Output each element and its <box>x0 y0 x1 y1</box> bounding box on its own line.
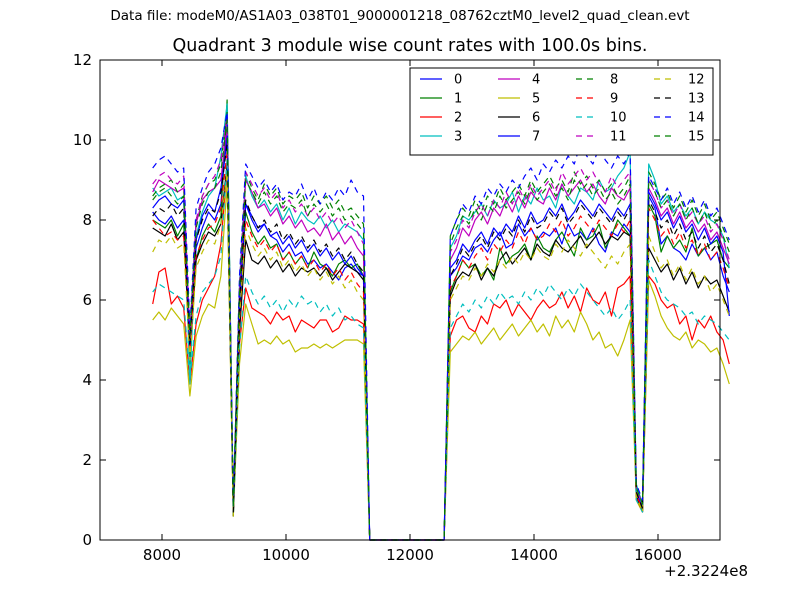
legend-label-13: 13 <box>688 92 705 107</box>
x-axis-offset-label: +2.3224e8 <box>664 562 748 580</box>
y-tick-label: 2 <box>82 451 92 469</box>
y-tick-label: 8 <box>82 211 92 229</box>
x-tick-label: 14000 <box>510 546 558 564</box>
y-tick-label: 6 <box>82 291 92 309</box>
series-line-12 <box>152 171 730 541</box>
y-tick-label: 10 <box>73 131 92 149</box>
legend-label-1: 1 <box>454 92 462 107</box>
y-tick-label: 4 <box>82 371 92 389</box>
legend-label-5: 5 <box>532 92 540 107</box>
x-tick-label: 12000 <box>386 546 434 564</box>
chart-title: Quadrant 3 module wise count rates with … <box>172 36 648 56</box>
legend-label-8: 8 <box>610 73 618 88</box>
data-file-suptitle: Data file: modeM0/AS1A03_038T01_90000012… <box>110 8 690 24</box>
legend-label-15: 15 <box>688 130 705 145</box>
legend-label-7: 7 <box>532 130 540 145</box>
legend-label-11: 11 <box>610 130 627 145</box>
legend-label-14: 14 <box>688 111 705 126</box>
y-tick-label: 12 <box>73 51 92 69</box>
legend-label-2: 2 <box>454 111 462 126</box>
legend-label-10: 10 <box>610 111 627 126</box>
legend-label-0: 0 <box>454 73 462 88</box>
legend-label-12: 12 <box>688 73 705 88</box>
x-tick-label: 8000 <box>143 546 181 564</box>
legend-label-3: 3 <box>454 130 462 145</box>
legend-label-6: 6 <box>532 111 540 126</box>
legend-label-9: 9 <box>610 92 618 107</box>
x-tick-label: 10000 <box>262 546 310 564</box>
legend-label-4: 4 <box>532 73 540 88</box>
y-tick-label: 0 <box>82 531 92 549</box>
x-tick-label: 16000 <box>634 546 682 564</box>
legend-box <box>409 67 714 156</box>
